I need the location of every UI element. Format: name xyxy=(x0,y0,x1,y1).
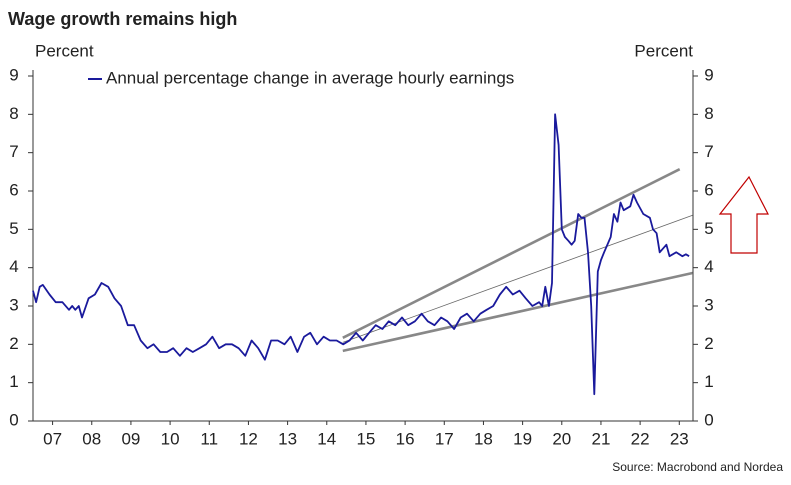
y2-tick-label: 9 xyxy=(704,65,713,84)
x-tick-label: 08 xyxy=(82,429,101,448)
x-tick-label: 11 xyxy=(200,429,218,448)
x-tick-label: 20 xyxy=(552,429,571,448)
x-tick-label: 07 xyxy=(43,429,62,448)
y-tick-label: 7 xyxy=(9,142,18,161)
trend-line xyxy=(342,168,681,339)
y-tick-label: 8 xyxy=(9,104,18,123)
x-tick-label: 09 xyxy=(121,429,140,448)
x-tick-label: 10 xyxy=(161,429,180,448)
y-tick-label: 9 xyxy=(9,65,18,84)
x-tick-label: 18 xyxy=(474,429,493,448)
y-tick-label: 0 xyxy=(9,410,18,429)
y2-tick-label: 2 xyxy=(704,334,713,353)
y-tick-label: 3 xyxy=(9,295,18,314)
y-tick-label: 2 xyxy=(9,334,18,353)
x-tick-label: 16 xyxy=(396,429,415,448)
y2-tick-label: 0 xyxy=(704,410,713,429)
chart-title: Wage growth remains high xyxy=(8,9,237,29)
x-tick-label: 17 xyxy=(435,429,454,448)
y2-tick-label: 1 xyxy=(704,372,713,391)
up-arrow xyxy=(718,175,769,254)
legend-label: Annual percentage change in average hour… xyxy=(106,68,514,87)
y2-axis-label: Percent xyxy=(634,41,693,60)
x-tick-label: 21 xyxy=(591,429,610,448)
x-tick-label: 13 xyxy=(278,429,297,448)
trend-line xyxy=(342,214,693,343)
x-tick-label: 22 xyxy=(631,429,650,448)
y2-tick-label: 6 xyxy=(704,180,713,199)
x-tick-label: 12 xyxy=(239,429,258,448)
x-tick-label: 15 xyxy=(356,429,375,448)
x-tick-label: 19 xyxy=(513,429,532,448)
y-tick-label: 4 xyxy=(9,257,18,276)
trend-line xyxy=(342,271,693,353)
x-tick-label: 14 xyxy=(317,429,336,448)
x-tick-label: 23 xyxy=(670,429,689,448)
y-axis-label: Percent xyxy=(35,41,94,60)
y-tick-label: 5 xyxy=(9,219,18,238)
y2-tick-label: 8 xyxy=(704,104,713,123)
y2-tick-label: 5 xyxy=(704,219,713,238)
y-tick-label: 6 xyxy=(9,180,18,199)
source: Source: Macrobond and Nordea xyxy=(612,460,783,474)
y-tick-label: 1 xyxy=(9,372,18,391)
y2-tick-label: 7 xyxy=(704,142,713,161)
y2-tick-label: 4 xyxy=(704,257,713,276)
y2-tick-label: 3 xyxy=(704,295,713,314)
data-line xyxy=(32,113,690,396)
